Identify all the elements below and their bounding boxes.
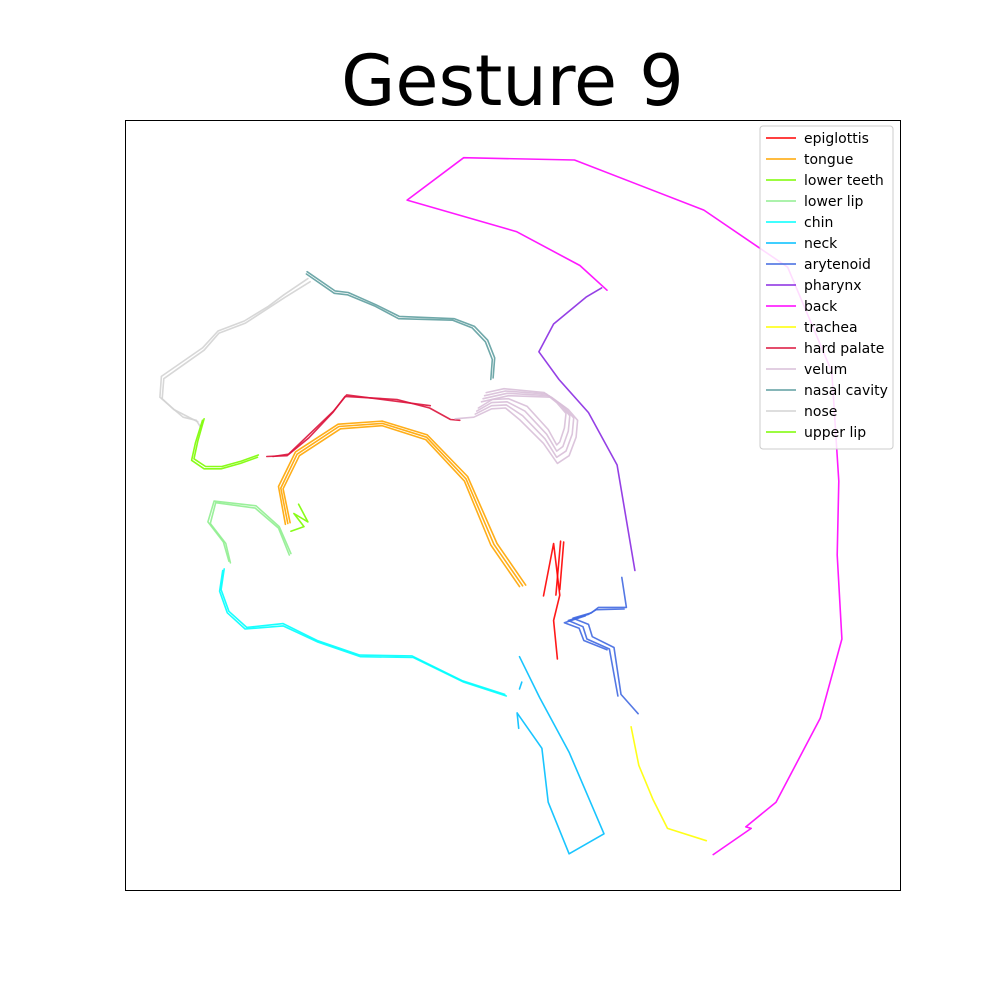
series-nose [159, 277, 312, 428]
series-trachea-trace-1 [630, 725, 708, 842]
series-chin-trace-2 [218, 569, 508, 697]
series-hard-palate-trace-2 [272, 394, 432, 458]
series-hard-palate [265, 394, 461, 458]
series-tongue-trace-3 [279, 422, 524, 587]
series-arytenoid-trace-1 [572, 576, 639, 715]
series-epiglottis-trace-2 [555, 540, 562, 596]
series-epiglottis-trace-1 [542, 542, 561, 660]
legend-label-tongue: tongue [804, 152, 853, 168]
axes-frame [125, 120, 901, 891]
legend-label-arytenoid: arytenoid [804, 257, 871, 273]
legend-label-neck: neck [804, 236, 838, 252]
series-epiglottis-trace-3 [558, 541, 565, 591]
legend-label-back: back [804, 299, 838, 315]
series-epiglottis [542, 540, 565, 660]
legend-label-lower-teeth: lower teeth [804, 173, 884, 189]
legend-label-lower-lip: lower lip [804, 194, 864, 210]
series-lower-lip-trace-2 [207, 500, 292, 563]
series-nasal-cavity-trace-2 [306, 270, 496, 379]
legend-label-trachea: trachea [804, 320, 858, 336]
legend-label-pharynx: pharynx [804, 278, 862, 294]
series-upper-lip-trace-1 [193, 417, 260, 468]
series-tongue-trace-1 [282, 424, 521, 588]
series-nasal-cavity-trace-1 [305, 273, 494, 381]
series-upper-lip-trace-2 [190, 419, 259, 470]
series-lower-lip [207, 500, 292, 564]
series-arytenoid [563, 576, 639, 715]
series-nose-trace-2 [161, 280, 312, 423]
series-lower-teeth [290, 503, 309, 533]
legend-label-upper-lip: upper lip [804, 425, 866, 441]
series-tongue-trace-2 [277, 420, 527, 586]
series-lower-teeth-trace-1 [290, 503, 309, 533]
legend-label-hard-palate: hard palate [804, 341, 884, 357]
series-pharynx [538, 287, 636, 572]
legend-label-nose: nose [804, 404, 837, 420]
series-nasal-cavity [305, 270, 496, 381]
series-chin [218, 568, 508, 697]
series-upper-lip [190, 417, 260, 470]
series-neck-trace-2 [518, 681, 523, 690]
series-tongue [277, 420, 527, 588]
legend-label-epiglottis: epiglottis [804, 131, 869, 147]
lines-layer [159, 156, 843, 856]
series-neck [516, 655, 605, 855]
legend-label-velum: velum [804, 362, 847, 378]
legend: epiglottis tongue lower teeth lower lip chin… [759, 125, 894, 450]
legend-label-chin: chin [804, 215, 833, 231]
series-velum-trace-4 [477, 387, 567, 446]
series-chin-trace-1 [220, 568, 506, 696]
chart-title: Gesture 9 [341, 40, 684, 122]
series-velum [454, 387, 579, 465]
series-nose-trace-1 [159, 277, 309, 428]
series-arytenoid-trace-3 [563, 615, 608, 651]
series-lower-lip-trace-1 [209, 501, 291, 564]
legend-label-nasal-cavity: nasal cavity [804, 383, 888, 399]
series-arytenoid-trace-2 [567, 608, 625, 697]
series-trachea [630, 725, 708, 842]
series-neck-trace-1 [516, 655, 605, 855]
series-pharynx-trace-1 [538, 287, 636, 572]
